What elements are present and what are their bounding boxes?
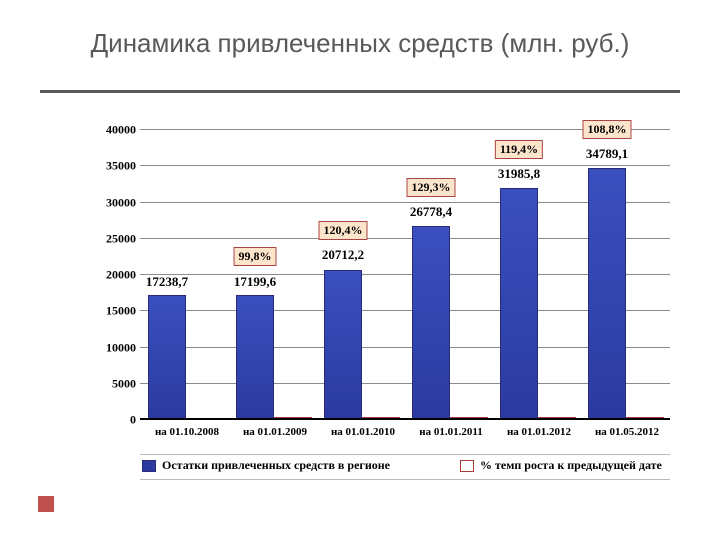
- xtick: на 01.10.2008: [137, 426, 237, 438]
- growth-rate-box: 129,3%: [407, 178, 456, 197]
- bar-group: 20712,2 120,4%: [324, 130, 402, 420]
- x-axis: [140, 418, 670, 420]
- ytick: 30000: [80, 195, 136, 210]
- bar-series1: [148, 295, 186, 420]
- bar-series1: [500, 188, 538, 420]
- bar-series1: [588, 168, 626, 420]
- slide-title: Динамика привлеченных средств (млн. руб.…: [0, 28, 720, 59]
- legend-label: Остатки привлеченных средств в регионе: [162, 458, 390, 473]
- xtick: на 01.01.2010: [313, 426, 413, 438]
- bar-group: 34789,1 108,8%: [588, 130, 666, 420]
- ytick: 25000: [80, 231, 136, 246]
- bar-value: 17238,7: [117, 274, 217, 290]
- ytick: 40000: [80, 123, 136, 138]
- bar-series1: [412, 226, 450, 420]
- xtick: на 01.01.2011: [401, 426, 501, 438]
- growth-rate-box: 119,4%: [495, 140, 543, 159]
- bar-value: 17199,6: [205, 274, 305, 290]
- bar-group: 31985,8 119,4%: [500, 130, 578, 420]
- ytick: 5000: [80, 376, 136, 391]
- legend: Остатки привлеченных средств в регионе %…: [140, 454, 670, 480]
- title-underline: [40, 90, 680, 92]
- bar-series1: [236, 295, 274, 420]
- xtick: на 01.01.2012: [489, 426, 589, 438]
- ytick: 35000: [80, 159, 136, 174]
- bar-value: 26778,4: [381, 204, 481, 220]
- growth-rate-box: 108,8%: [583, 120, 632, 139]
- funds-chart: 0 5000 10000 15000 20000 25000 30000 350…: [80, 120, 680, 480]
- ytick: 10000: [80, 340, 136, 355]
- ytick: 0: [80, 413, 136, 428]
- xtick: на 01.05.2012: [577, 426, 677, 438]
- bar-value: 20712,2: [293, 247, 393, 263]
- legend-item-series1: Остатки привлеченных средств в регионе: [142, 458, 390, 473]
- accent-corner-icon: [38, 496, 54, 512]
- bar-value: 34789,1: [557, 146, 657, 162]
- x-ticks: на 01.10.2008 на 01.01.2009 на 01.01.201…: [140, 422, 670, 442]
- legend-label: % темп роста к предыдущей дате: [480, 458, 662, 473]
- growth-rate-box: 99,8%: [234, 247, 277, 266]
- bar-groups: 17238,7 17199,6 99,8% 20712,2 120,4% 267…: [140, 130, 670, 420]
- bar-group: 17199,6 99,8%: [236, 130, 314, 420]
- plot-area: 0 5000 10000 15000 20000 25000 30000 350…: [140, 130, 670, 420]
- bar-value: 31985,8: [469, 166, 569, 182]
- legend-item-series2: % темп роста к предыдущей дате: [460, 458, 662, 473]
- square-icon: [460, 460, 474, 472]
- growth-rate-box: 120,4%: [319, 221, 368, 240]
- ytick: 15000: [80, 304, 136, 319]
- square-icon: [142, 460, 156, 472]
- bar-series1: [324, 270, 362, 420]
- xtick: на 01.01.2009: [225, 426, 325, 438]
